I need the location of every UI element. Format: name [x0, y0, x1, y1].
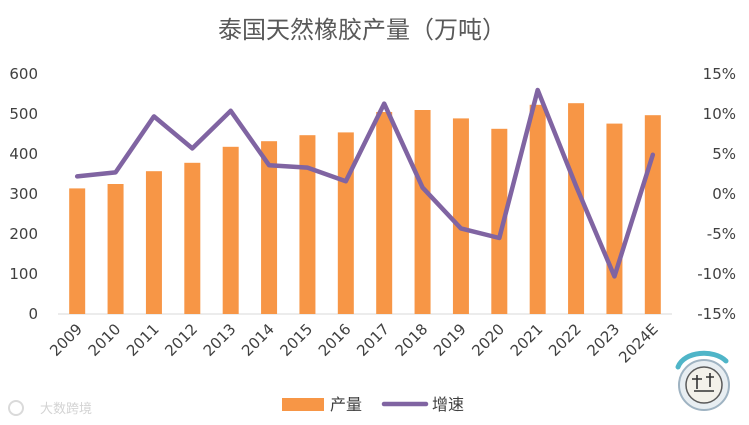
x-tick-label: 2021 [507, 320, 547, 360]
x-tick-label: 2020 [468, 320, 508, 360]
bar [145, 171, 162, 314]
bar [414, 110, 431, 314]
y-right-tick-label: 0% [712, 185, 736, 203]
x-tick-label: 2010 [85, 320, 125, 360]
legend-swatch-bar [282, 398, 324, 411]
x-tick-label: 2017 [353, 320, 393, 360]
bar [529, 104, 546, 314]
legend: 产量 增速 [282, 395, 464, 414]
watermark: 大数跨境 [8, 400, 92, 417]
y-left-tick-label: 400 [9, 145, 38, 163]
bar [107, 184, 124, 314]
chart-title: 泰国天然橡胶产量（万吨） [218, 16, 506, 44]
bar-series [69, 103, 661, 315]
x-axis-ticks: 2009201020112012201320142015201620172018… [46, 320, 661, 366]
y-left-tick-label: 300 [9, 185, 38, 203]
y-right-tick-label: -10% [697, 265, 736, 283]
x-tick-label: 2024E [615, 320, 661, 366]
x-tick-label: 2019 [430, 320, 470, 360]
bar [69, 188, 86, 314]
line-series [74, 87, 656, 279]
y-left-tick-label: 0 [28, 305, 38, 323]
x-tick-label: 2018 [392, 320, 432, 360]
company-seal-icon [675, 350, 730, 411]
watermark-text: 大数跨境 [40, 402, 92, 417]
y-right-tick-label: 5% [712, 145, 736, 163]
y-left-tick-label: 600 [9, 65, 38, 83]
bar [337, 132, 354, 314]
watermark-logo-icon [8, 400, 24, 416]
bar [452, 118, 469, 315]
growth-line [74, 87, 656, 279]
bar [491, 128, 508, 314]
x-tick-label: 2012 [161, 320, 201, 360]
y-right-tick-label: 10% [703, 105, 736, 123]
y-right-tick-label: -5% [707, 225, 736, 243]
legend-label-bar: 产量 [330, 395, 362, 414]
bar [184, 162, 201, 314]
x-tick-label: 2015 [277, 320, 317, 360]
y-left-tick-label: 500 [9, 105, 38, 123]
legend-label-line: 增速 [432, 395, 464, 414]
bar [261, 141, 278, 314]
y-right-tick-label: 15% [703, 65, 736, 83]
y-left-tick-label: 100 [9, 265, 38, 283]
x-tick-label: 2011 [123, 320, 163, 360]
bar [606, 123, 623, 314]
bar [299, 135, 316, 314]
y-left-tick-label: 200 [9, 225, 38, 243]
bar [222, 146, 239, 314]
x-tick-label: 2014 [238, 320, 278, 360]
y-right-tick-label: -15% [697, 305, 736, 323]
bar [376, 112, 393, 314]
x-tick-label: 2013 [200, 320, 240, 360]
bar [644, 115, 661, 314]
x-tick-label: 2022 [545, 320, 585, 360]
x-tick-label: 2016 [315, 320, 355, 360]
bar [568, 103, 585, 314]
x-tick-label: 2009 [46, 320, 86, 360]
